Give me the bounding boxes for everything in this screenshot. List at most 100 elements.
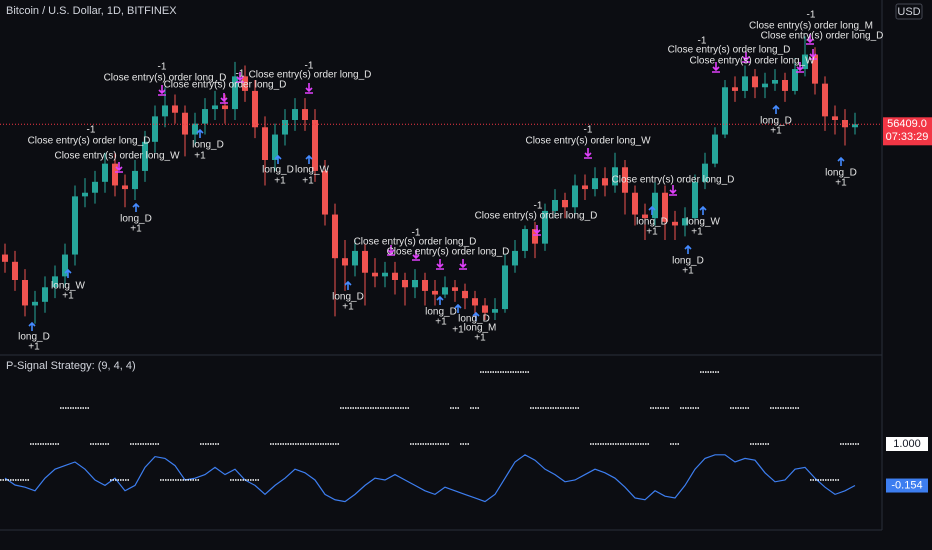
signal-dot [607, 443, 609, 445]
signal-dot [250, 479, 252, 481]
annotation: long_D [332, 292, 364, 303]
signal-dot [625, 443, 627, 445]
signal-dot [27, 479, 29, 481]
candle-body [452, 287, 458, 291]
exit-arrow [387, 245, 395, 256]
signal-dot [30, 443, 32, 445]
signal-dot [622, 443, 624, 445]
candle-body [832, 116, 838, 120]
symbol-title: Bitcoin / U.S. Dollar, 1D, BITFINEX [6, 5, 177, 17]
candle-body [322, 170, 328, 215]
signal-dot [342, 407, 344, 409]
exit-arrow [158, 85, 166, 96]
signal-dot [662, 407, 664, 409]
signal-dot [195, 479, 197, 481]
exit-arrow [742, 52, 750, 63]
candle-body [502, 265, 508, 310]
signal-dot [507, 371, 509, 373]
oscillator-tag [886, 478, 928, 493]
candle-body [512, 250, 518, 266]
signal-dot [122, 479, 124, 481]
annotation: -1 [87, 125, 96, 136]
signal-dot [127, 479, 129, 481]
signal-dot [187, 479, 189, 481]
candle-body [32, 301, 38, 306]
signal-dot [105, 443, 107, 445]
signal-dot [455, 407, 457, 409]
signal-dot [392, 407, 394, 409]
signal-dot [850, 443, 852, 445]
candle-body [742, 76, 748, 91]
signal-dot [147, 443, 149, 445]
candle-body [612, 167, 618, 186]
candle-body [222, 105, 228, 110]
oscillator-tag-label: -0.154 [891, 479, 922, 491]
candle-body [52, 276, 58, 288]
signal-dot [842, 443, 844, 445]
signal-dot [205, 443, 207, 445]
signal-dot [777, 407, 779, 409]
signal-dot [680, 407, 682, 409]
signal-dot [292, 443, 294, 445]
signal-dot [140, 443, 142, 445]
annotation: +1 [28, 342, 40, 353]
candle-body [312, 120, 318, 171]
signal-dot [80, 407, 82, 409]
candle-body [192, 123, 198, 135]
signal-dot [362, 407, 364, 409]
signal-dot [185, 479, 187, 481]
signal-dot [125, 479, 127, 481]
signal-dot [272, 443, 274, 445]
signal-dot [520, 371, 522, 373]
annotation: Close entry(s) order long_M [749, 21, 873, 32]
signal-dot [252, 479, 254, 481]
candle-body [472, 298, 478, 306]
signal-dot [75, 407, 77, 409]
signal-dot [615, 443, 617, 445]
signal-dot [2, 479, 4, 481]
signal-dot [280, 443, 282, 445]
annotation: -1 [534, 201, 543, 212]
exit-arrow [412, 250, 420, 261]
signal-dot [640, 443, 642, 445]
signal-dot [67, 407, 69, 409]
signal-dot [217, 443, 219, 445]
signal-dot [770, 407, 772, 409]
candle-body [802, 54, 808, 70]
signal-dot [737, 407, 739, 409]
signal-tag-label: 1.000 [893, 438, 921, 450]
currency-box[interactable] [895, 3, 923, 20]
annotation: -1 [807, 10, 816, 21]
signal-dot [102, 443, 104, 445]
signal-dot [110, 479, 112, 481]
signal-dot [382, 407, 384, 409]
signal-dot [500, 371, 502, 373]
candle-body [672, 221, 678, 226]
annotation: +1 [770, 126, 782, 137]
signal-dot [332, 443, 334, 445]
signal-dot [210, 443, 212, 445]
signal-dot [40, 443, 42, 445]
exit-arrow [236, 72, 244, 83]
signal-dot [602, 443, 604, 445]
signal-dot [505, 371, 507, 373]
candle-body [582, 185, 588, 190]
signal-dot [287, 443, 289, 445]
signal-dot [532, 407, 534, 409]
signal-dot [87, 407, 89, 409]
annotation: long_D [192, 140, 224, 151]
signal-dot [627, 443, 629, 445]
signal-dot [527, 371, 529, 373]
signal-dot [730, 407, 732, 409]
signal-dot [175, 479, 177, 481]
signal-dot [832, 479, 834, 481]
candle-body [852, 124, 858, 128]
signal-dot [757, 443, 759, 445]
signal-dot [545, 407, 547, 409]
signal-dot [395, 407, 397, 409]
signal-dot [315, 443, 317, 445]
signal-dot [150, 443, 152, 445]
signal-dot [577, 407, 579, 409]
signal-dot [92, 443, 94, 445]
